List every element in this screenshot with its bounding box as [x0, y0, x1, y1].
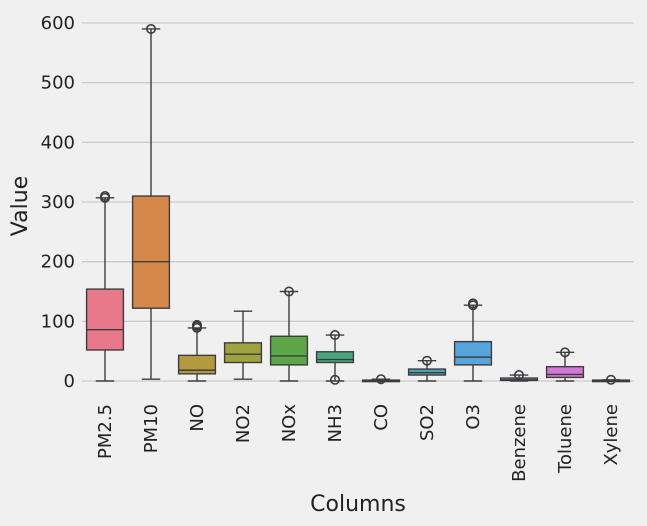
- iqr-box-toluene: [545, 365, 585, 379]
- y-tick-600: 600: [41, 13, 75, 34]
- y-tick-200: 200: [41, 252, 75, 273]
- y-tick-labels: 0 100 200 300 400 500 600: [41, 13, 75, 392]
- box-pm2-5: [85, 191, 125, 382]
- iqr-box-nox: [269, 335, 309, 366]
- outlier-pm10-0: [146, 23, 157, 34]
- y-axis-label: Value: [8, 176, 33, 236]
- outlier-co-0: [375, 374, 386, 385]
- x-tick-no: NO: [187, 404, 208, 432]
- iqr-box-no2: [223, 342, 263, 364]
- y-tick-500: 500: [41, 73, 75, 94]
- y-tick-300: 300: [41, 192, 75, 213]
- gridlines: [82, 22, 634, 382]
- x-tick-o3: O3: [463, 404, 484, 430]
- box-pm10: [131, 23, 171, 380]
- x-tick-no2: NO2: [233, 404, 254, 443]
- box-no2: [223, 310, 263, 380]
- box-toluene: [545, 347, 585, 382]
- box-xylene: [591, 374, 631, 385]
- x-tick-labels: PM2.5 PM10 NO NO2 NOx NH3 CO SO2 O3 Benzene Toluen…: [95, 404, 622, 482]
- y-tick-0: 0: [64, 371, 75, 392]
- x-tick-pm2-5: PM2.5: [95, 404, 116, 459]
- y-tick-400: 400: [41, 132, 75, 153]
- outlier-toluene-0: [559, 347, 570, 358]
- x-tick-toluene: Toluene: [555, 404, 576, 474]
- x-tick-so2: SO2: [417, 404, 438, 441]
- outlier-nox-0: [283, 286, 294, 297]
- boxes-layer: [85, 23, 631, 385]
- iqr-box-nh3: [315, 351, 355, 364]
- outlier-no-2: [192, 319, 203, 330]
- x-tick-co: CO: [371, 404, 392, 431]
- outlier-so2-0: [421, 355, 432, 366]
- outlier-pm2-5-1: [100, 191, 111, 202]
- box-co: [361, 374, 401, 385]
- iqr-box-o3: [453, 340, 493, 366]
- iqr-box-pm10: [131, 195, 171, 309]
- box-nox: [269, 286, 309, 382]
- x-tick-pm10: PM10: [141, 404, 162, 453]
- box-nh3: [315, 330, 355, 385]
- iqr-box-no: [177, 354, 217, 375]
- x-tick-benzene: Benzene: [509, 404, 530, 482]
- x-tick-xylene: Xylene: [601, 404, 622, 466]
- outlier-benzene-0: [513, 370, 524, 381]
- outlier-nh3-1: [329, 374, 340, 385]
- box-o3: [453, 298, 493, 382]
- x-tick-nox: NOx: [279, 404, 300, 443]
- outlier-o3-1: [467, 298, 478, 309]
- box-benzene: [499, 370, 539, 382]
- iqr-box-pm2-5: [85, 288, 125, 351]
- box-so2: [407, 355, 447, 382]
- outlier-nh3-0: [329, 330, 340, 341]
- box-no: [177, 319, 217, 382]
- outlier-xylene-0: [605, 374, 616, 385]
- y-tick-100: 100: [41, 311, 75, 332]
- x-tick-nh3: NH3: [325, 404, 346, 442]
- x-axis-label: Columns: [310, 492, 406, 517]
